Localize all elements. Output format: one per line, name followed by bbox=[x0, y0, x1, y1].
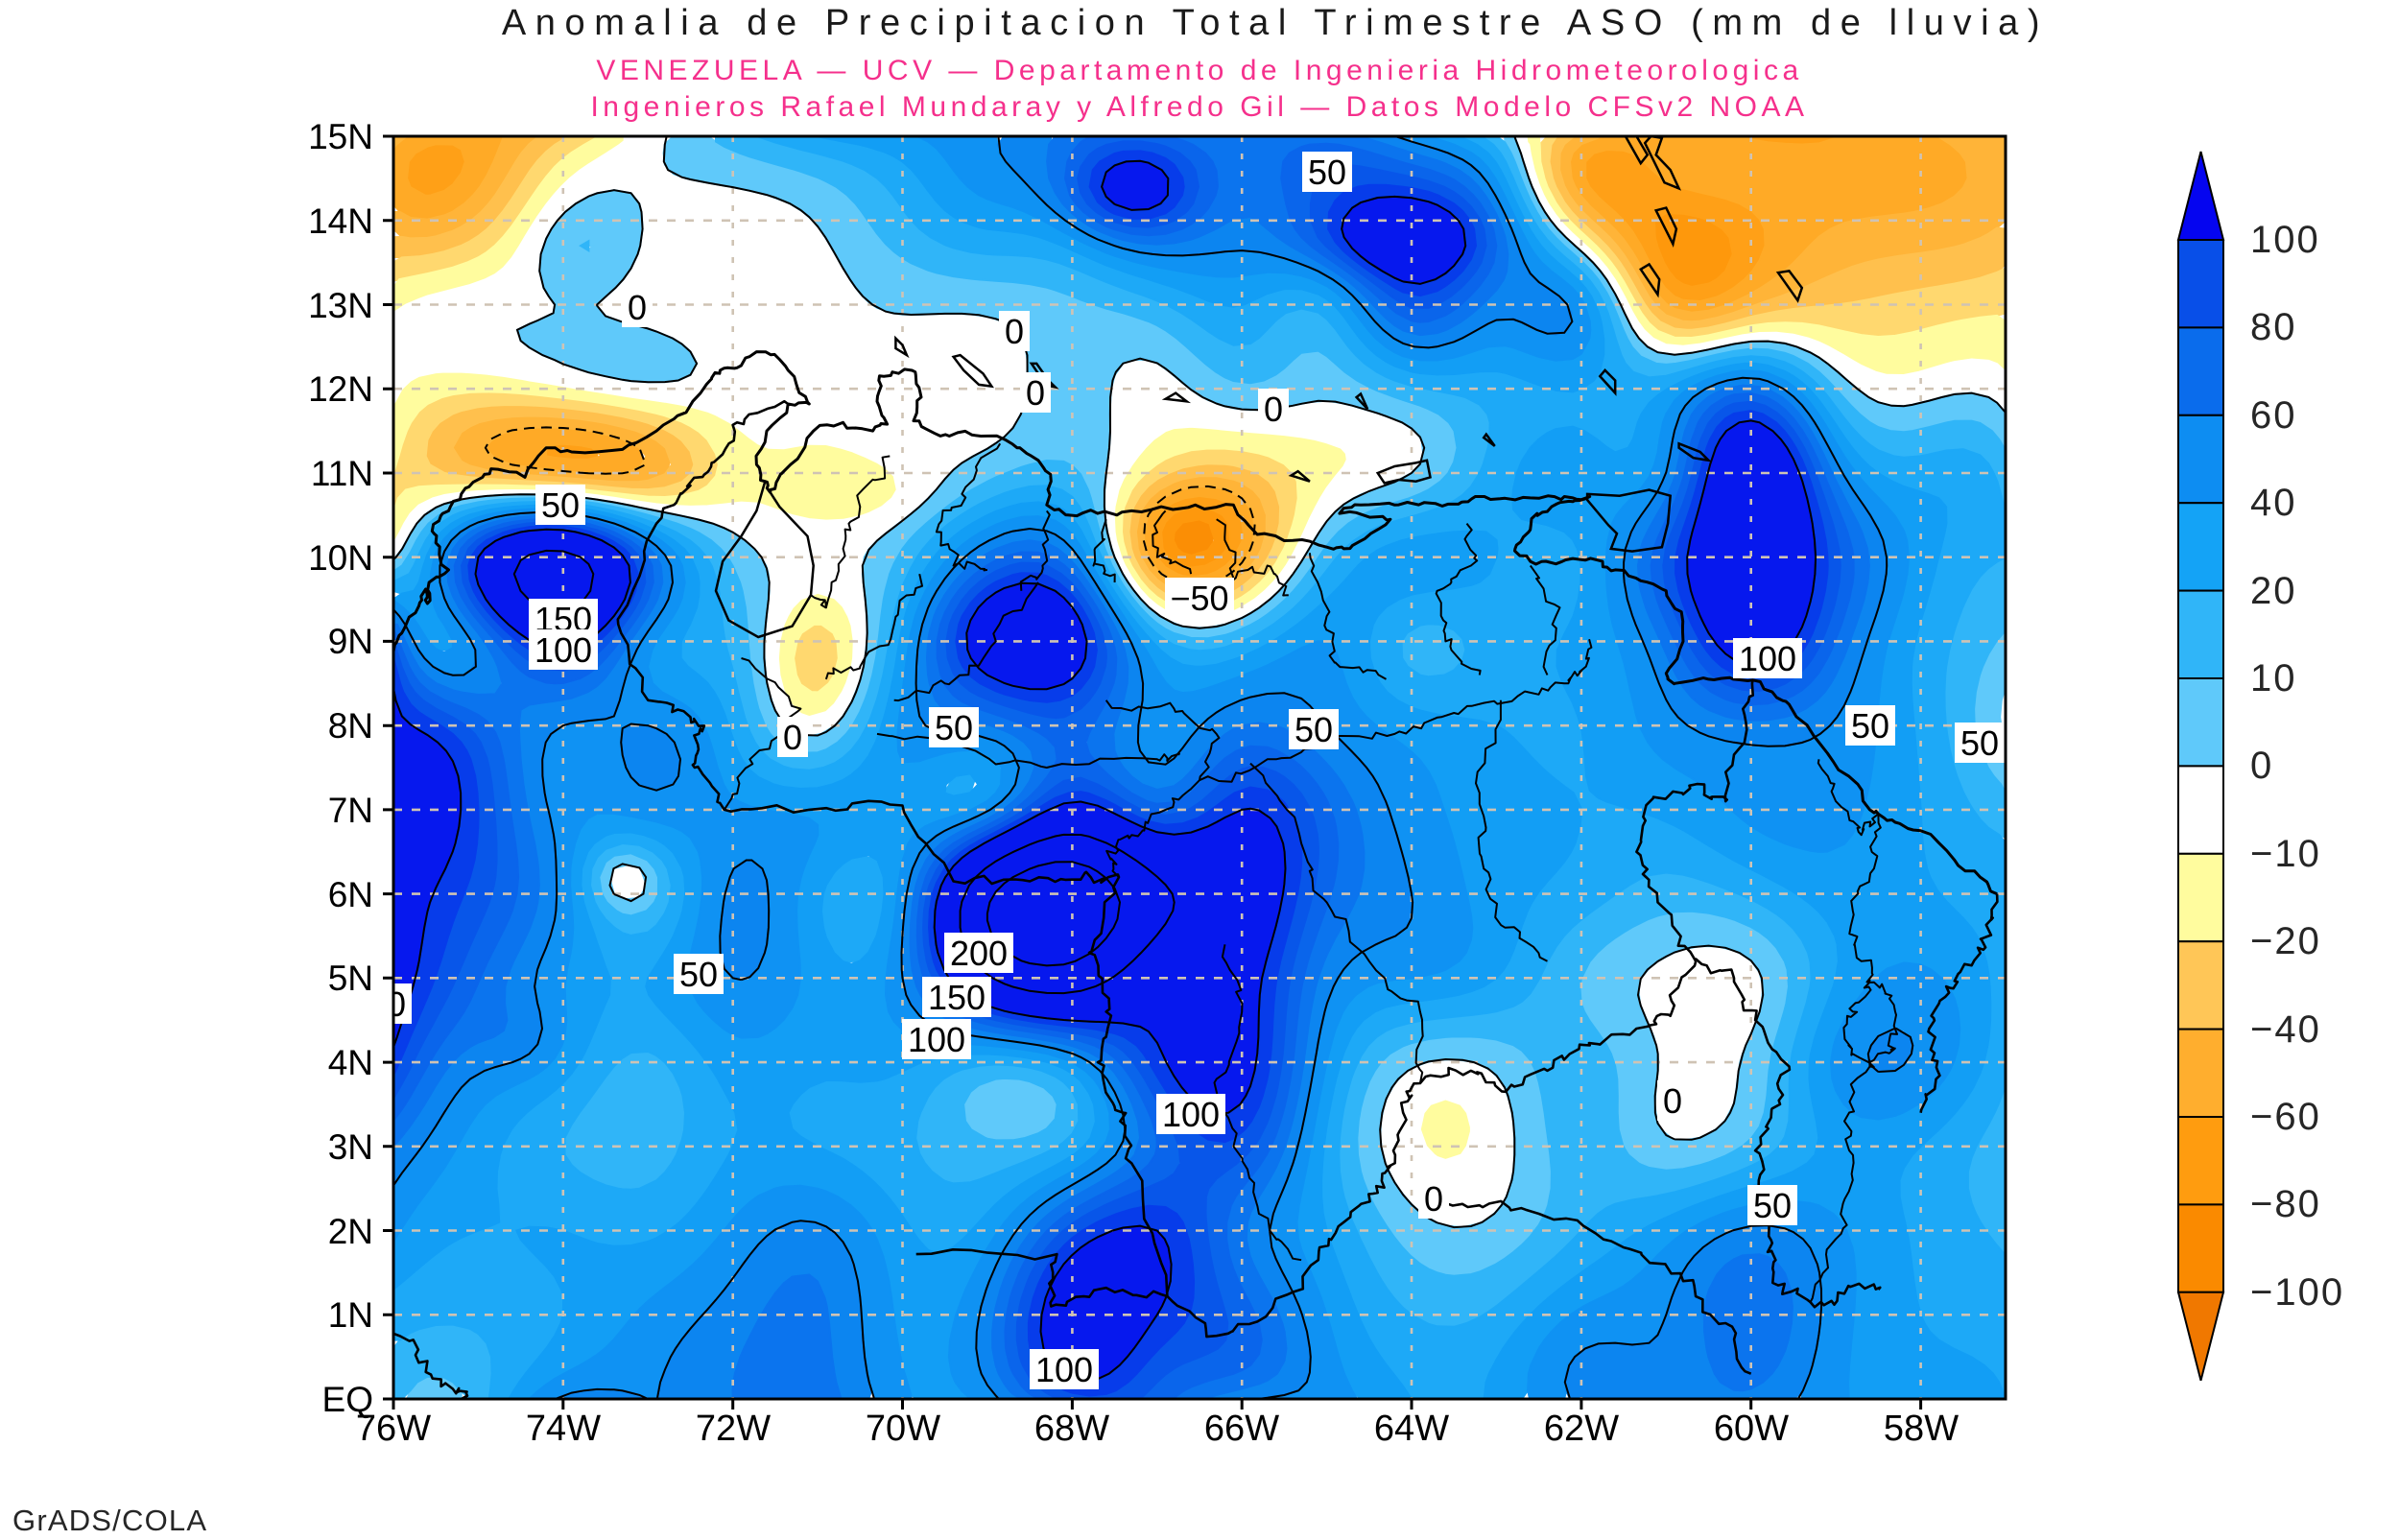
svg-text:0: 0 bbox=[2250, 745, 2273, 787]
svg-text:−20: −20 bbox=[2250, 920, 2321, 962]
svg-text:9N: 9N bbox=[328, 622, 373, 661]
svg-text:100: 100 bbox=[534, 630, 592, 670]
svg-text:10: 10 bbox=[2250, 657, 2297, 699]
svg-text:−50: −50 bbox=[1170, 579, 1228, 618]
svg-text:GrADS/COLA: GrADS/COLA bbox=[12, 1504, 207, 1535]
svg-text:0: 0 bbox=[1663, 1081, 1682, 1121]
svg-text:4N: 4N bbox=[328, 1043, 373, 1082]
svg-text:Anomalia de Precipitacion Tota: Anomalia de Precipitacion Total Trimestr… bbox=[502, 3, 2049, 43]
svg-text:68W: 68W bbox=[1034, 1409, 1109, 1449]
svg-text:72W: 72W bbox=[696, 1409, 771, 1449]
svg-text:14N: 14N bbox=[308, 201, 373, 241]
svg-text:−10: −10 bbox=[2250, 833, 2321, 875]
svg-text:0: 0 bbox=[783, 718, 802, 757]
svg-text:60: 60 bbox=[2250, 394, 2297, 437]
svg-text:74W: 74W bbox=[526, 1409, 601, 1449]
svg-text:12N: 12N bbox=[308, 369, 373, 409]
svg-text:10N: 10N bbox=[308, 538, 373, 578]
svg-text:60W: 60W bbox=[1714, 1409, 1789, 1449]
svg-text:100: 100 bbox=[1035, 1350, 1093, 1389]
svg-text:6N: 6N bbox=[328, 875, 373, 914]
svg-text:−80: −80 bbox=[2250, 1183, 2321, 1225]
svg-text:50: 50 bbox=[679, 955, 718, 994]
svg-text:62W: 62W bbox=[1544, 1409, 1619, 1449]
svg-text:5N: 5N bbox=[328, 959, 373, 998]
svg-text:100: 100 bbox=[908, 1020, 965, 1059]
svg-text:VENEZUELA — UCV — Departamento: VENEZUELA — UCV — Departamento de Ingeni… bbox=[596, 55, 1802, 86]
svg-text:100: 100 bbox=[2250, 219, 2320, 261]
svg-text:0: 0 bbox=[1424, 1179, 1443, 1219]
svg-text:0: 0 bbox=[387, 984, 406, 1024]
svg-text:11N: 11N bbox=[311, 454, 373, 493]
svg-text:−100: −100 bbox=[2250, 1271, 2344, 1314]
svg-text:50: 50 bbox=[935, 708, 973, 747]
svg-text:13N: 13N bbox=[308, 286, 373, 325]
svg-text:1N: 1N bbox=[328, 1295, 373, 1335]
svg-text:Ingenieros Rafael Mundaray y A: Ingenieros Rafael Mundaray y Alfredo Gil… bbox=[590, 91, 1808, 123]
svg-text:−60: −60 bbox=[2250, 1096, 2321, 1138]
svg-text:50: 50 bbox=[1308, 153, 1346, 192]
svg-text:50: 50 bbox=[1960, 723, 1999, 763]
svg-text:50: 50 bbox=[1753, 1186, 1792, 1225]
svg-text:0: 0 bbox=[1264, 390, 1283, 429]
svg-text:2N: 2N bbox=[328, 1212, 373, 1251]
svg-text:3N: 3N bbox=[328, 1127, 373, 1167]
svg-text:64W: 64W bbox=[1374, 1409, 1449, 1449]
svg-text:EQ: EQ bbox=[322, 1380, 373, 1419]
svg-text:20: 20 bbox=[2250, 570, 2297, 612]
svg-text:66W: 66W bbox=[1204, 1409, 1279, 1449]
svg-text:50: 50 bbox=[1295, 710, 1333, 749]
svg-text:8N: 8N bbox=[328, 706, 373, 746]
svg-text:50: 50 bbox=[1851, 706, 1889, 746]
svg-text:70W: 70W bbox=[866, 1409, 940, 1449]
svg-text:58W: 58W bbox=[1884, 1409, 1959, 1449]
svg-text:−40: −40 bbox=[2250, 1008, 2321, 1051]
svg-text:150: 150 bbox=[928, 978, 986, 1017]
svg-text:0: 0 bbox=[628, 288, 647, 327]
svg-text:100: 100 bbox=[1162, 1095, 1220, 1134]
svg-text:0: 0 bbox=[1026, 373, 1045, 413]
svg-text:40: 40 bbox=[2250, 482, 2297, 524]
svg-text:7N: 7N bbox=[328, 791, 373, 830]
svg-text:0: 0 bbox=[1005, 312, 1024, 351]
svg-text:15N: 15N bbox=[308, 117, 373, 156]
svg-text:100: 100 bbox=[1739, 639, 1796, 678]
svg-text:76W: 76W bbox=[356, 1409, 431, 1449]
svg-text:200: 200 bbox=[950, 934, 1008, 973]
svg-text:50: 50 bbox=[541, 486, 580, 525]
svg-text:80: 80 bbox=[2250, 306, 2297, 348]
